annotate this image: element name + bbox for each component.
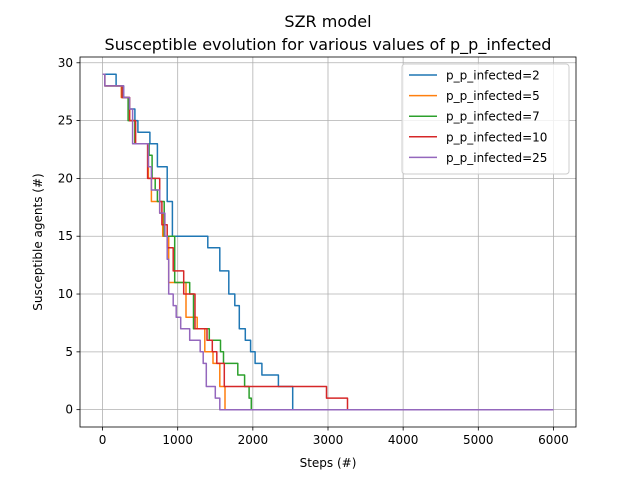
x-tick-label: 6000 [538, 433, 569, 447]
plot-series [102, 73, 554, 411]
chart-title: SZR model [284, 12, 371, 31]
y-axis-label: Susceptible agents (#) [31, 173, 45, 310]
x-axis: 0 1000 2000 3000 4000 5000 6000 [99, 427, 569, 447]
legend-entry: p_p_infected=2 [446, 69, 540, 83]
legend-entry: p_p_infected=7 [446, 110, 540, 124]
grid [80, 57, 576, 427]
y-tick-label: 15 [58, 229, 73, 243]
legend-entry: p_p_infected=5 [446, 89, 540, 103]
y-tick-label: 25 [58, 114, 73, 128]
y-tick-label: 5 [65, 345, 73, 359]
y-tick-label: 0 [65, 403, 73, 417]
y-tick-label: 30 [58, 56, 73, 70]
legend-entry: p_p_infected=10 [446, 130, 547, 144]
series-line-5 [102, 73, 554, 411]
series-line-1 [102, 73, 554, 411]
legend-box [401, 63, 570, 175]
legend: p_p_infected=2 p_p_infected=5 p_p_infected… [401, 63, 570, 175]
y-tick-label: 10 [58, 287, 73, 301]
y-tick-label: 20 [58, 171, 73, 185]
x-tick-label: 3000 [313, 433, 344, 447]
x-axis-label: Steps (#) [300, 456, 357, 470]
x-tick-label: 5000 [463, 433, 494, 447]
x-tick-label: 1000 [162, 433, 193, 447]
x-tick-label: 0 [99, 433, 107, 447]
chart-subtitle: Susceptible evolution for various values… [105, 35, 552, 55]
x-tick-label: 4000 [388, 433, 419, 447]
y-axis: 0 5 10 15 20 25 30 [58, 56, 80, 417]
legend-entry: p_p_infected=25 [446, 151, 547, 165]
series-line-4 [102, 73, 554, 411]
x-tick-label: 2000 [238, 433, 269, 447]
